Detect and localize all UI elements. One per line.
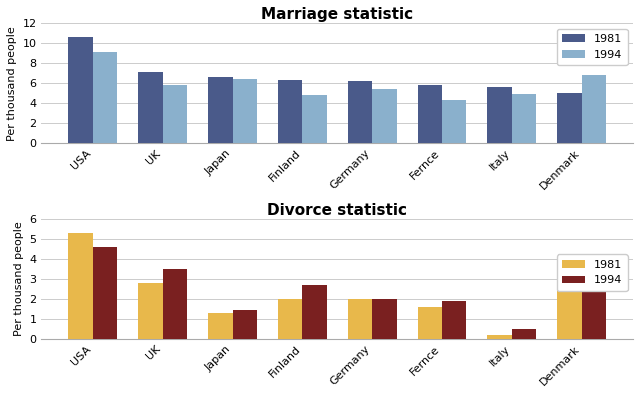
Bar (208, 313, 232, 339)
Bar (163, 85, 187, 143)
Bar (93, 52, 117, 143)
Bar (417, 307, 442, 339)
Bar (208, 77, 232, 143)
Y-axis label: Per thousand people: Per thousand people (7, 26, 17, 141)
Legend: 1981, 1994: 1981, 1994 (557, 254, 627, 291)
Bar (488, 335, 512, 339)
Bar (557, 93, 582, 143)
Bar (417, 85, 442, 143)
Bar (582, 75, 606, 143)
Bar (442, 301, 467, 339)
Bar (163, 269, 187, 339)
Bar (512, 329, 536, 339)
Bar (232, 79, 257, 143)
Bar (138, 283, 163, 339)
Bar (138, 72, 163, 143)
Bar (442, 100, 467, 143)
Title: Divorce statistic: Divorce statistic (268, 203, 407, 217)
Bar (557, 283, 582, 339)
Bar (278, 80, 302, 143)
Bar (232, 310, 257, 339)
Bar (302, 285, 327, 339)
Bar (372, 299, 397, 339)
Bar (278, 299, 302, 339)
Bar (348, 81, 372, 143)
Title: Marriage statistic: Marriage statistic (261, 7, 413, 22)
Bar (68, 37, 93, 143)
Bar (582, 287, 606, 339)
Bar (512, 94, 536, 143)
Bar (68, 233, 93, 339)
Bar (488, 87, 512, 143)
Bar (372, 89, 397, 143)
Bar (93, 247, 117, 339)
Y-axis label: Per thousand people: Per thousand people (14, 221, 24, 336)
Bar (348, 299, 372, 339)
Legend: 1981, 1994: 1981, 1994 (557, 29, 627, 65)
Bar (302, 95, 327, 143)
